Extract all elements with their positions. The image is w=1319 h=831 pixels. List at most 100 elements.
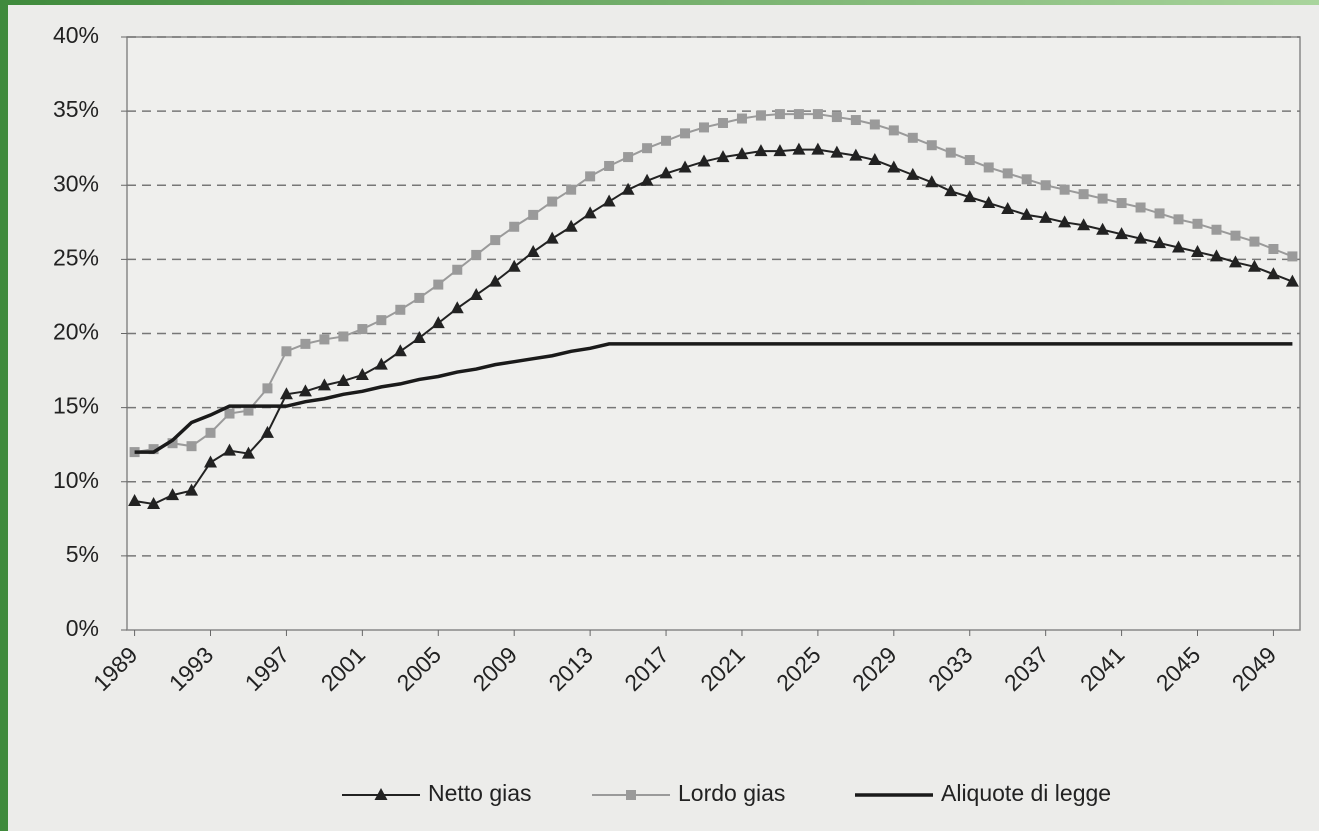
marker bbox=[1172, 240, 1186, 253]
marker bbox=[1097, 193, 1108, 204]
marker bbox=[509, 221, 520, 232]
marker bbox=[697, 154, 711, 167]
marker bbox=[678, 160, 692, 173]
marker bbox=[279, 387, 293, 400]
marker bbox=[490, 235, 501, 246]
y-tick-label: 20% bbox=[53, 319, 99, 345]
marker bbox=[642, 143, 653, 154]
marker bbox=[945, 147, 956, 158]
marker bbox=[623, 152, 634, 163]
marker bbox=[1211, 224, 1222, 235]
marker bbox=[621, 182, 635, 195]
marker bbox=[1059, 184, 1070, 195]
marker bbox=[1077, 218, 1091, 231]
marker bbox=[982, 196, 996, 209]
marker bbox=[317, 378, 331, 391]
y-tick-label: 30% bbox=[53, 170, 99, 196]
marker bbox=[604, 160, 615, 171]
marker bbox=[338, 331, 349, 342]
marker bbox=[545, 231, 559, 244]
marker bbox=[1115, 227, 1129, 240]
marker bbox=[793, 109, 804, 120]
marker bbox=[566, 184, 577, 195]
marker bbox=[926, 140, 937, 151]
y-tick-label: 15% bbox=[53, 393, 99, 419]
marker bbox=[1285, 274, 1299, 287]
marker bbox=[148, 444, 159, 455]
marker bbox=[659, 166, 673, 179]
marker bbox=[736, 113, 747, 124]
marker bbox=[1192, 218, 1203, 229]
marker bbox=[412, 330, 426, 343]
marker bbox=[907, 132, 918, 143]
marker bbox=[507, 259, 521, 272]
marker bbox=[1209, 249, 1223, 262]
marker bbox=[774, 109, 785, 120]
marker bbox=[281, 346, 292, 357]
marker bbox=[944, 184, 958, 197]
marker bbox=[452, 264, 463, 275]
marker bbox=[564, 219, 578, 232]
marker bbox=[583, 206, 597, 219]
marker bbox=[298, 384, 312, 397]
marker bbox=[755, 110, 766, 121]
marker bbox=[319, 334, 330, 345]
marker bbox=[850, 115, 861, 126]
marker bbox=[147, 496, 161, 509]
marker bbox=[849, 148, 863, 161]
y-tick-label: 10% bbox=[53, 467, 99, 493]
marker bbox=[355, 368, 369, 381]
marker bbox=[792, 142, 806, 155]
marker bbox=[300, 338, 311, 349]
marker bbox=[887, 160, 901, 173]
marker bbox=[185, 483, 199, 496]
y-tick-label: 25% bbox=[53, 244, 99, 270]
marker bbox=[1040, 180, 1051, 191]
marker bbox=[431, 316, 445, 329]
marker bbox=[204, 455, 218, 468]
marker bbox=[830, 145, 844, 158]
marker bbox=[166, 488, 180, 501]
legend-marker bbox=[374, 788, 388, 800]
legend-marker bbox=[626, 790, 636, 800]
marker bbox=[414, 292, 425, 303]
marker bbox=[205, 427, 216, 438]
marker bbox=[547, 196, 558, 207]
y-tick-label: 35% bbox=[53, 96, 99, 122]
marker bbox=[1228, 255, 1242, 268]
marker bbox=[831, 112, 842, 123]
marker bbox=[1153, 236, 1167, 249]
marker bbox=[167, 438, 178, 449]
marker bbox=[1020, 207, 1034, 220]
marker bbox=[1249, 236, 1260, 247]
marker bbox=[1287, 251, 1298, 262]
legend-label: Netto gias bbox=[428, 780, 532, 806]
marker bbox=[754, 144, 768, 157]
marker bbox=[224, 408, 235, 419]
marker bbox=[1191, 244, 1205, 257]
marker bbox=[716, 150, 730, 163]
marker bbox=[1001, 201, 1015, 214]
legend-label: Lordo gias bbox=[678, 780, 785, 806]
marker bbox=[528, 209, 539, 220]
marker bbox=[488, 274, 502, 287]
marker bbox=[526, 244, 540, 257]
marker bbox=[773, 144, 787, 157]
marker bbox=[243, 405, 254, 416]
marker bbox=[699, 122, 710, 133]
marker bbox=[433, 279, 444, 290]
marker bbox=[186, 441, 197, 452]
marker bbox=[260, 425, 274, 438]
marker bbox=[868, 153, 882, 166]
marker bbox=[1173, 214, 1184, 225]
marker bbox=[471, 249, 482, 260]
marker bbox=[222, 443, 236, 456]
marker bbox=[812, 109, 823, 120]
marker bbox=[1266, 267, 1280, 280]
marker bbox=[241, 446, 255, 459]
marker bbox=[357, 324, 368, 335]
marker bbox=[1154, 208, 1165, 219]
marker bbox=[735, 147, 749, 160]
